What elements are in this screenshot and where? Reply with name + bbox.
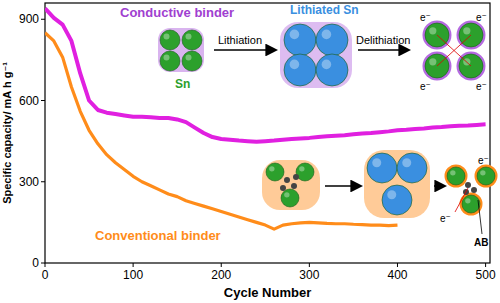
highlight bbox=[429, 27, 436, 34]
x-axis-label: Cycle Number bbox=[224, 285, 311, 300]
arrow bbox=[434, 185, 444, 187]
chart: 0 100 200 300 400 500 0 300 600 900 Cycle Number Sp… bbox=[0, 0, 500, 303]
highlight bbox=[429, 58, 436, 65]
x-tick bbox=[133, 263, 134, 267]
annotation: e⁻ bbox=[420, 81, 431, 92]
y-tick bbox=[41, 181, 45, 182]
pointer-line bbox=[478, 200, 482, 234]
y-tick-label: 0 bbox=[32, 256, 39, 270]
particle bbox=[182, 30, 202, 50]
highlight bbox=[299, 166, 304, 171]
inset-diagrams bbox=[158, 21, 498, 235]
x-tick-label: 200 bbox=[211, 268, 231, 282]
x-tick-label: 0 bbox=[42, 268, 49, 282]
particle bbox=[462, 195, 480, 213]
plot-frame bbox=[45, 3, 490, 263]
annotation: Sn bbox=[175, 77, 190, 91]
highlight bbox=[322, 30, 332, 40]
acetylene-black bbox=[291, 183, 297, 189]
particle bbox=[182, 51, 202, 71]
highlight bbox=[269, 166, 274, 171]
binder-layer bbox=[280, 22, 352, 88]
y-tick bbox=[41, 263, 45, 264]
y-tick bbox=[41, 100, 45, 101]
highlight bbox=[322, 60, 332, 70]
y-tick-label: 900 bbox=[19, 12, 39, 26]
annotation: e⁻ bbox=[476, 81, 487, 92]
electron-path bbox=[455, 188, 468, 212]
x-tick bbox=[221, 263, 222, 267]
x-tick bbox=[397, 263, 398, 267]
x-tick-label: 400 bbox=[387, 268, 407, 282]
annotation: e⁻ bbox=[478, 155, 489, 166]
electron-path bbox=[437, 35, 471, 66]
particle bbox=[284, 24, 316, 56]
particle bbox=[316, 24, 348, 56]
annotation: Lithiated Sn bbox=[290, 3, 359, 17]
highlight bbox=[290, 30, 300, 40]
binder-layer bbox=[364, 150, 430, 218]
binder-layer bbox=[262, 160, 320, 210]
electron-path bbox=[437, 35, 471, 66]
particle bbox=[160, 30, 180, 50]
highlight bbox=[186, 34, 192, 40]
highlight bbox=[465, 198, 470, 203]
y-tick-label: 600 bbox=[19, 94, 39, 108]
annotation: AB bbox=[474, 237, 488, 248]
annotation: Lithiation bbox=[218, 34, 262, 46]
acetylene-black bbox=[465, 182, 471, 188]
particle bbox=[382, 185, 412, 215]
y-tick-label: 300 bbox=[19, 175, 39, 189]
highlight bbox=[480, 170, 485, 175]
annotation: Delithiation bbox=[356, 34, 410, 46]
particle bbox=[316, 54, 348, 86]
series-label: Conventional binder bbox=[95, 228, 221, 243]
x-tick bbox=[45, 263, 46, 267]
particle bbox=[397, 153, 427, 183]
plot-area bbox=[45, 8, 486, 229]
arrow bbox=[358, 49, 408, 51]
highlight bbox=[186, 55, 192, 61]
highlight bbox=[463, 27, 470, 34]
highlight bbox=[402, 158, 411, 167]
annotation: e⁻ bbox=[420, 12, 431, 23]
x-tick-label: 100 bbox=[123, 268, 143, 282]
series-label: Conductive binder bbox=[120, 5, 234, 20]
x-tick-label: 300 bbox=[299, 268, 319, 282]
highlight bbox=[387, 190, 396, 199]
binder-coating bbox=[445, 165, 468, 188]
arrow bbox=[325, 185, 360, 187]
acetylene-black bbox=[280, 185, 286, 191]
series-line bbox=[45, 8, 486, 141]
highlight bbox=[450, 170, 455, 175]
y-tick bbox=[41, 19, 45, 20]
arrow bbox=[214, 49, 275, 51]
particle bbox=[281, 189, 299, 207]
binder-coating bbox=[475, 165, 498, 188]
x-tick bbox=[485, 263, 486, 267]
annotation: e⁻ bbox=[476, 12, 487, 23]
particle bbox=[160, 51, 180, 71]
highlight bbox=[164, 55, 170, 61]
x-tick bbox=[309, 263, 310, 267]
particle bbox=[477, 167, 495, 185]
particle bbox=[266, 163, 284, 181]
acetylene-black bbox=[471, 187, 477, 193]
acetylene-black bbox=[284, 177, 290, 183]
acetylene-black bbox=[293, 174, 299, 180]
series-line bbox=[45, 33, 397, 229]
particle bbox=[284, 54, 316, 86]
highlight bbox=[290, 60, 300, 70]
particle bbox=[367, 153, 397, 183]
highlight bbox=[164, 34, 170, 40]
x-tick-label: 500 bbox=[476, 268, 496, 282]
particle bbox=[447, 167, 465, 185]
highlight bbox=[284, 192, 289, 197]
highlight bbox=[372, 158, 381, 167]
binder-layer bbox=[158, 28, 204, 72]
y-axis-label: Specific capacity/ mA h g⁻¹ bbox=[1, 62, 13, 204]
annotation: e⁻ bbox=[440, 213, 451, 224]
